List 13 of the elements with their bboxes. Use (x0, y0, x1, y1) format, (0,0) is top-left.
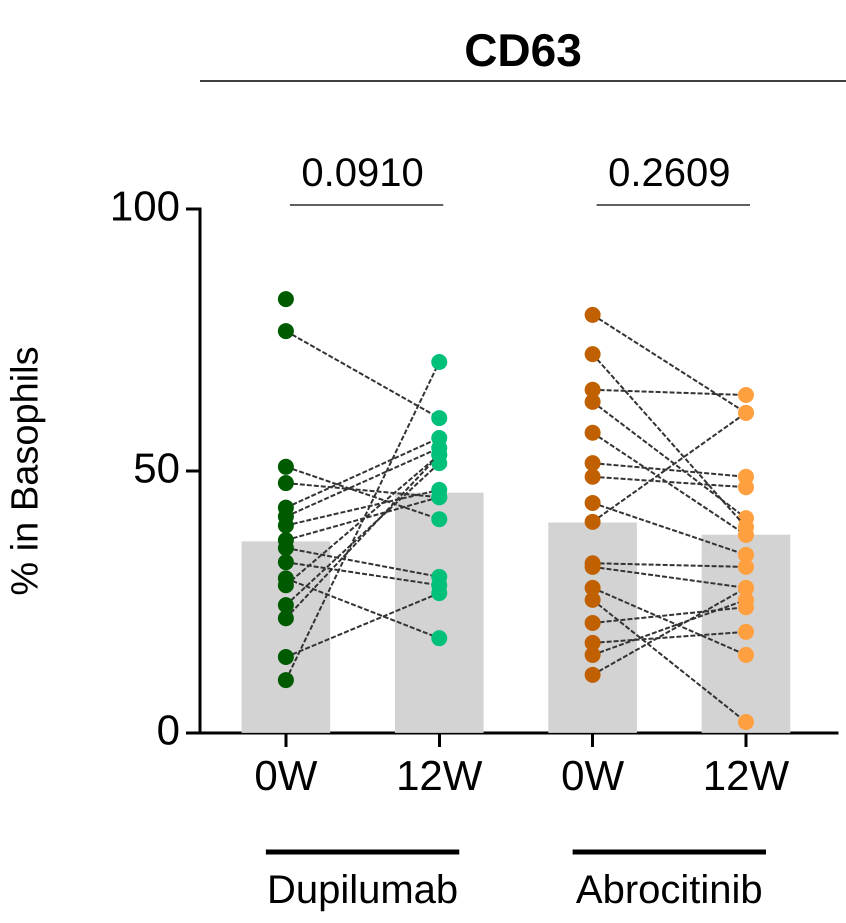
chart-title: CD63 (464, 24, 582, 76)
y-tick-label: 0 (156, 706, 180, 754)
text: Abrocitinib (576, 868, 763, 912)
x-tick-label: 12W (396, 752, 483, 799)
x-tick-label: 0W (254, 752, 318, 799)
text: 0.2609 (608, 151, 730, 195)
y-tick-label: 100 (110, 182, 180, 230)
x-tick-label: 0W (561, 752, 624, 799)
text: Dupilumab (266, 868, 458, 912)
y-tick-label: 50 (133, 444, 180, 492)
text: 0.0910 (301, 151, 424, 195)
x-tick-label: 12W (702, 752, 790, 799)
y-axis-title: % in Basophils (4, 346, 46, 596)
